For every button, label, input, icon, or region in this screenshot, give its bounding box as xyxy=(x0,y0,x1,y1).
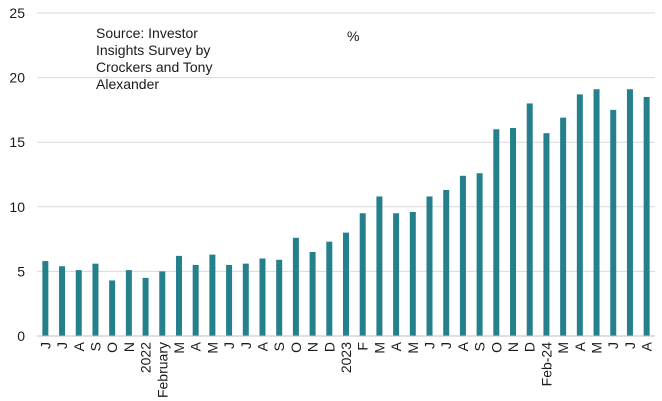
x-tick-label: D xyxy=(522,342,538,352)
x-tick-label: N xyxy=(121,342,137,352)
x-tick-label: J xyxy=(54,342,70,349)
x-tick-label: S xyxy=(472,342,488,351)
bar xyxy=(593,89,600,336)
x-tick-label: M xyxy=(589,342,605,354)
bar xyxy=(259,258,266,336)
x-tick-label: February xyxy=(154,342,170,398)
gridlines xyxy=(37,12,655,272)
x-tick-label: O xyxy=(104,342,120,353)
bar xyxy=(109,280,116,336)
bar xyxy=(75,270,82,336)
bar xyxy=(426,196,433,336)
bar xyxy=(443,190,450,336)
bar xyxy=(142,277,149,336)
x-tick-label: M xyxy=(405,342,421,354)
x-tick-label: O xyxy=(288,342,304,353)
bar xyxy=(643,96,650,336)
x-tick-label: S xyxy=(87,342,103,351)
bar xyxy=(92,263,99,336)
x-tick-label: M xyxy=(171,342,187,354)
y-tick-label: 10 xyxy=(9,199,25,215)
x-tick-label: J xyxy=(622,342,638,349)
x-tick-label: J xyxy=(605,342,621,349)
x-tick-label: J xyxy=(422,342,438,349)
x-tick-label: A xyxy=(188,341,204,351)
x-tick-label: N xyxy=(305,342,321,352)
bar xyxy=(493,129,500,336)
x-tick-label: D xyxy=(321,342,337,352)
bar xyxy=(626,89,633,336)
unit-label: % xyxy=(347,28,360,44)
x-tick-label: Feb-24 xyxy=(538,342,554,387)
bar xyxy=(276,259,283,336)
x-tick-label: A xyxy=(71,341,87,351)
x-tick-label: J xyxy=(37,342,53,349)
x-tick-label: 2022 xyxy=(138,342,154,373)
x-tick-label: A xyxy=(639,341,655,351)
x-tick-label: M xyxy=(204,342,220,354)
bar xyxy=(526,103,533,336)
bar xyxy=(393,213,400,336)
x-tick-label: J xyxy=(438,342,454,349)
y-axis-ticks: 0 5 10 15 20 25 xyxy=(9,5,25,344)
x-tick-label: O xyxy=(488,342,504,353)
bar xyxy=(192,264,199,336)
y-tick-label: 15 xyxy=(9,134,25,150)
bar xyxy=(560,117,567,336)
bar xyxy=(459,175,466,336)
bar xyxy=(242,263,249,336)
x-tick-label: F xyxy=(355,342,371,351)
bar xyxy=(510,127,517,336)
bar xyxy=(543,133,550,336)
bar xyxy=(42,261,49,336)
bar xyxy=(376,196,383,336)
bars xyxy=(42,89,650,337)
x-tick-label: 2023 xyxy=(338,342,354,373)
bar xyxy=(125,270,132,336)
bar xyxy=(159,271,166,336)
bar xyxy=(226,264,233,336)
bar xyxy=(343,232,349,336)
x-tick-label: S xyxy=(271,342,287,351)
x-tick-label: M xyxy=(555,342,571,354)
x-tick-label: M xyxy=(371,342,387,354)
y-tick-label: 20 xyxy=(9,70,25,86)
bar xyxy=(292,237,299,336)
bar xyxy=(610,109,617,337)
bar xyxy=(209,254,216,336)
x-tick-label: J xyxy=(238,342,254,349)
bar xyxy=(309,252,316,336)
bar xyxy=(59,266,66,336)
bar xyxy=(359,213,366,336)
x-tick-label: A xyxy=(455,341,471,351)
x-tick-label: A xyxy=(388,341,404,351)
source-annotation: Source: Investor Insights Survey by Croc… xyxy=(96,25,213,92)
x-tick-label: A xyxy=(254,341,270,351)
x-tick-label: N xyxy=(505,342,521,352)
bar xyxy=(409,211,416,336)
bar xyxy=(175,255,182,336)
x-tick-label: J xyxy=(221,342,237,349)
bar xyxy=(576,94,583,336)
bar xyxy=(476,173,483,336)
x-axis-ticks: J J A S O N 2022 February M A M J J A S O N D 2023 F M A M J J A S… xyxy=(37,341,654,398)
y-tick-label: 0 xyxy=(17,328,25,344)
x-tick-label: A xyxy=(572,341,588,351)
bar xyxy=(326,241,333,336)
y-tick-label: 25 xyxy=(9,5,25,21)
y-tick-label: 5 xyxy=(17,263,25,279)
